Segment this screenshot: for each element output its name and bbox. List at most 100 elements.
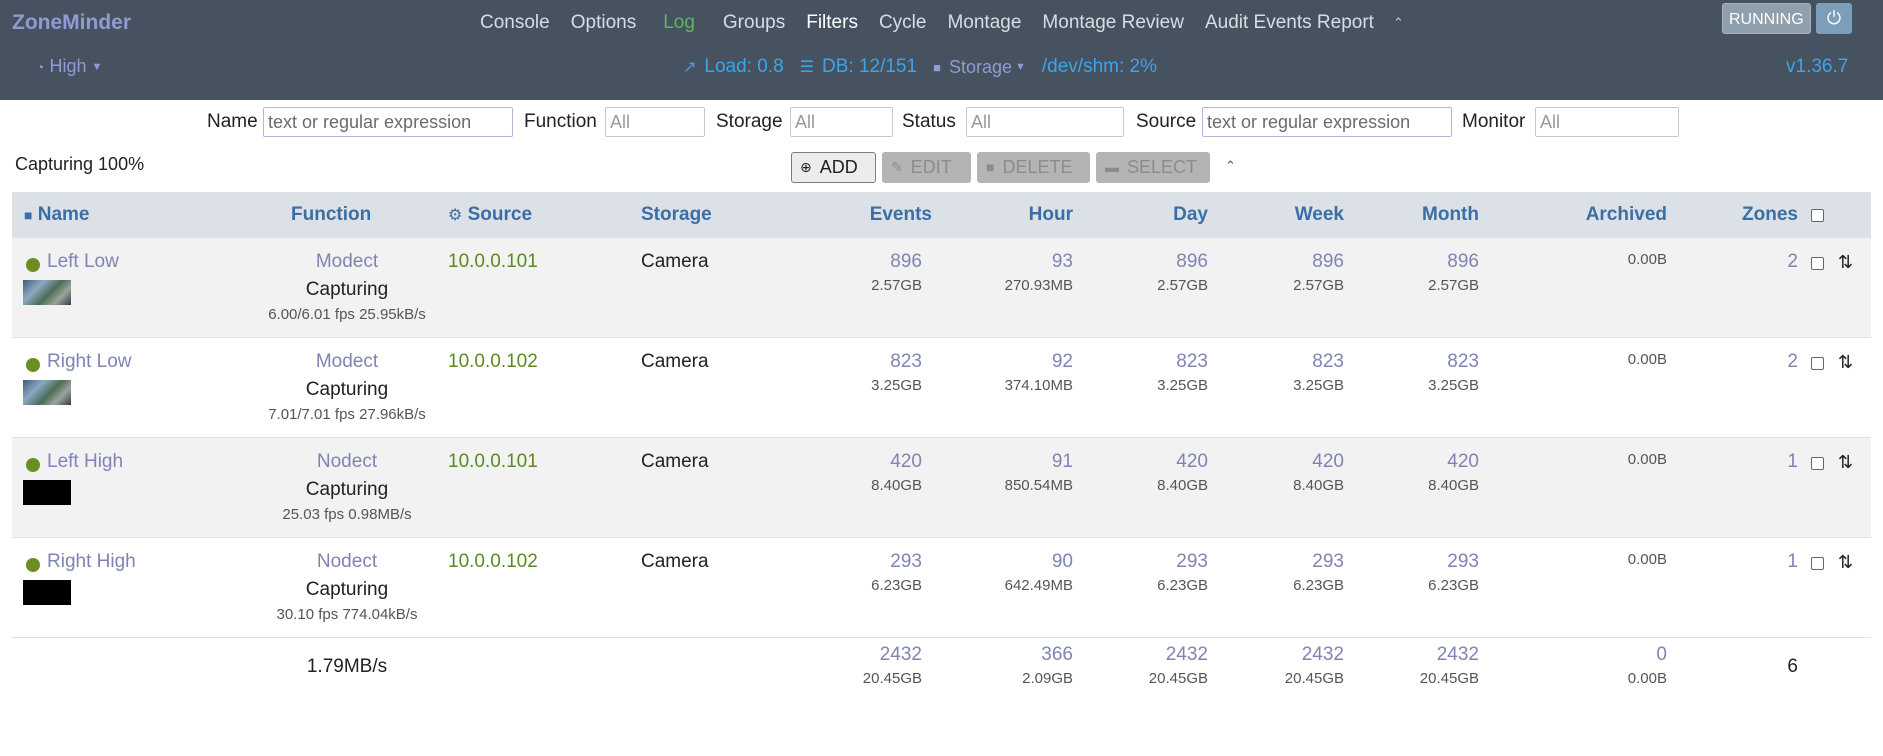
total-week-count[interactable]: 2432 xyxy=(1301,644,1344,665)
col-source-header[interactable]: ⚙ Source xyxy=(448,204,532,226)
source-link[interactable]: 10.0.0.101 xyxy=(448,251,538,272)
week-count[interactable]: 823 xyxy=(1312,351,1344,372)
row-checkbox[interactable] xyxy=(1811,257,1824,270)
function-link[interactable]: Nodect xyxy=(316,451,378,472)
events-count[interactable]: 293 xyxy=(890,551,922,572)
total-events-count[interactable]: 2432 xyxy=(879,644,922,665)
function-link[interactable]: Modect xyxy=(315,251,379,272)
zones-link[interactable]: 2 xyxy=(1787,351,1798,372)
col-events-header[interactable]: Events xyxy=(869,204,932,225)
select-all-checkbox[interactable] xyxy=(1811,209,1824,222)
menu-audit-events-report[interactable]: Audit Events Report xyxy=(1204,12,1374,33)
row-checkbox[interactable] xyxy=(1811,557,1824,570)
week-count[interactable]: 896 xyxy=(1312,251,1344,272)
add-button[interactable]: ⊕ ADD xyxy=(791,152,876,183)
menu-options[interactable]: Options xyxy=(570,12,637,33)
col-zones-header[interactable]: Zones xyxy=(1742,204,1798,225)
total-hour-count[interactable]: 366 xyxy=(1041,644,1073,665)
month-count[interactable]: 420 xyxy=(1447,451,1479,472)
total-archived-count[interactable]: 0 xyxy=(1656,644,1667,665)
brand-logo[interactable]: ZoneMinder xyxy=(12,11,131,34)
source-link[interactable]: 10.0.0.102 xyxy=(448,351,538,372)
week-count[interactable]: 420 xyxy=(1312,451,1344,472)
sort-handle-icon[interactable]: ⇅ xyxy=(1838,352,1854,372)
archived-size: 0.00B xyxy=(1627,551,1667,568)
hour-count[interactable]: 90 xyxy=(1051,551,1073,572)
day-count[interactable]: 823 xyxy=(1176,351,1208,372)
col-archived-header[interactable]: Archived xyxy=(1585,204,1667,225)
run-state-button[interactable]: RUNNING xyxy=(1722,3,1811,34)
row-checkbox[interactable] xyxy=(1811,457,1824,470)
zones-link[interactable]: 2 xyxy=(1787,251,1798,272)
monitor-thumbnail[interactable] xyxy=(23,280,71,305)
filter-function-select[interactable]: All xyxy=(605,107,705,137)
source-link[interactable]: 10.0.0.102 xyxy=(448,551,538,572)
hour-count[interactable]: 93 xyxy=(1051,251,1073,272)
delete-button[interactable]: ■ DELETE xyxy=(977,152,1090,183)
events-cell: 420 8.40GB xyxy=(812,438,922,495)
function-link[interactable]: Modect xyxy=(315,351,379,372)
month-count[interactable]: 896 xyxy=(1447,251,1479,272)
week-count[interactable]: 293 xyxy=(1312,551,1344,572)
hour-count[interactable]: 92 xyxy=(1051,351,1073,372)
monitor-name-link[interactable]: Left Low xyxy=(47,251,119,272)
menu-montage-review[interactable]: Montage Review xyxy=(1042,12,1184,33)
sort-handle-icon[interactable]: ⇅ xyxy=(1838,252,1854,272)
chevron-up-icon[interactable]: ⌃ xyxy=(1392,15,1404,30)
row-checkbox[interactable] xyxy=(1811,357,1824,370)
col-week-header[interactable]: Week xyxy=(1294,204,1344,225)
filter-monitor-select[interactable]: All xyxy=(1535,107,1679,137)
col-day-header[interactable]: Day xyxy=(1173,204,1208,225)
col-month-header[interactable]: Month xyxy=(1422,204,1479,225)
month-count[interactable]: 293 xyxy=(1447,551,1479,572)
menu-cycle[interactable]: Cycle xyxy=(878,12,927,33)
month-count[interactable]: 823 xyxy=(1447,351,1479,372)
sort-handle-icon[interactable]: ⇅ xyxy=(1838,552,1854,572)
day-count[interactable]: 293 xyxy=(1176,551,1208,572)
events-count[interactable]: 420 xyxy=(890,451,922,472)
day-count[interactable]: 420 xyxy=(1176,451,1208,472)
monitor-name-link[interactable]: Right Low xyxy=(47,351,132,372)
menu-log[interactable]: Log xyxy=(663,12,695,33)
monitor-name-link[interactable]: Left High xyxy=(47,451,124,472)
chevron-up-icon[interactable]: ⌃ xyxy=(1225,158,1236,173)
bandwidth-dropdown[interactable]: ◔ High ▼ xyxy=(36,56,102,77)
filter-function-label: Function xyxy=(524,111,597,132)
col-name-header[interactable]: ■ Name xyxy=(24,204,90,226)
total-month-count[interactable]: 2432 xyxy=(1436,644,1479,665)
function-link[interactable]: Nodect xyxy=(316,551,378,572)
menu-filters[interactable]: Filters xyxy=(806,12,858,33)
version-label[interactable]: v1.36.7 xyxy=(1786,56,1849,77)
monitor-thumbnail[interactable] xyxy=(23,580,71,605)
hour-count[interactable]: 91 xyxy=(1051,451,1073,472)
filter-name-input[interactable]: text or regular expression xyxy=(263,107,513,137)
col-hour-header[interactable]: Hour xyxy=(1028,204,1073,225)
menu-montage[interactable]: Montage xyxy=(947,12,1022,33)
fps-stats: 7.01/7.01 fps 27.96kB/s xyxy=(268,406,426,423)
total-day-count[interactable]: 2432 xyxy=(1165,644,1208,665)
col-function-header[interactable]: Function xyxy=(291,204,372,225)
events-cell: 896 2.57GB xyxy=(812,238,922,295)
menu-groups[interactable]: Groups xyxy=(722,12,786,33)
storage-dropdown[interactable]: ■ Storage ▼ xyxy=(933,57,1026,78)
filter-status-select[interactable]: All xyxy=(966,107,1124,137)
zones-link[interactable]: 1 xyxy=(1787,551,1798,572)
monitor-thumbnail[interactable] xyxy=(23,380,71,405)
filter-storage-select[interactable]: All xyxy=(790,107,893,137)
col-storage-header[interactable]: Storage xyxy=(641,204,712,225)
zones-link[interactable]: 1 xyxy=(1787,451,1798,472)
events-count[interactable]: 896 xyxy=(890,251,922,272)
select-button[interactable]: ▬ SELECT xyxy=(1096,152,1210,183)
filter-source-input[interactable]: text or regular expression xyxy=(1202,107,1452,137)
sort-handle-icon[interactable]: ⇅ xyxy=(1838,452,1854,472)
monitor-name-link[interactable]: Right High xyxy=(47,551,136,572)
shm-stat: /dev/shm: 2% xyxy=(1042,56,1157,78)
day-count[interactable]: 896 xyxy=(1176,251,1208,272)
menu-console[interactable]: Console xyxy=(480,12,550,33)
events-count[interactable]: 823 xyxy=(890,351,922,372)
edit-button[interactable]: ✎ EDIT xyxy=(882,152,971,183)
hour-cell: 90 642.49MB xyxy=(963,538,1073,595)
source-link[interactable]: 10.0.0.101 xyxy=(448,451,538,472)
power-icon[interactable]: ⏻ xyxy=(1816,3,1852,34)
monitor-thumbnail[interactable] xyxy=(23,480,71,505)
